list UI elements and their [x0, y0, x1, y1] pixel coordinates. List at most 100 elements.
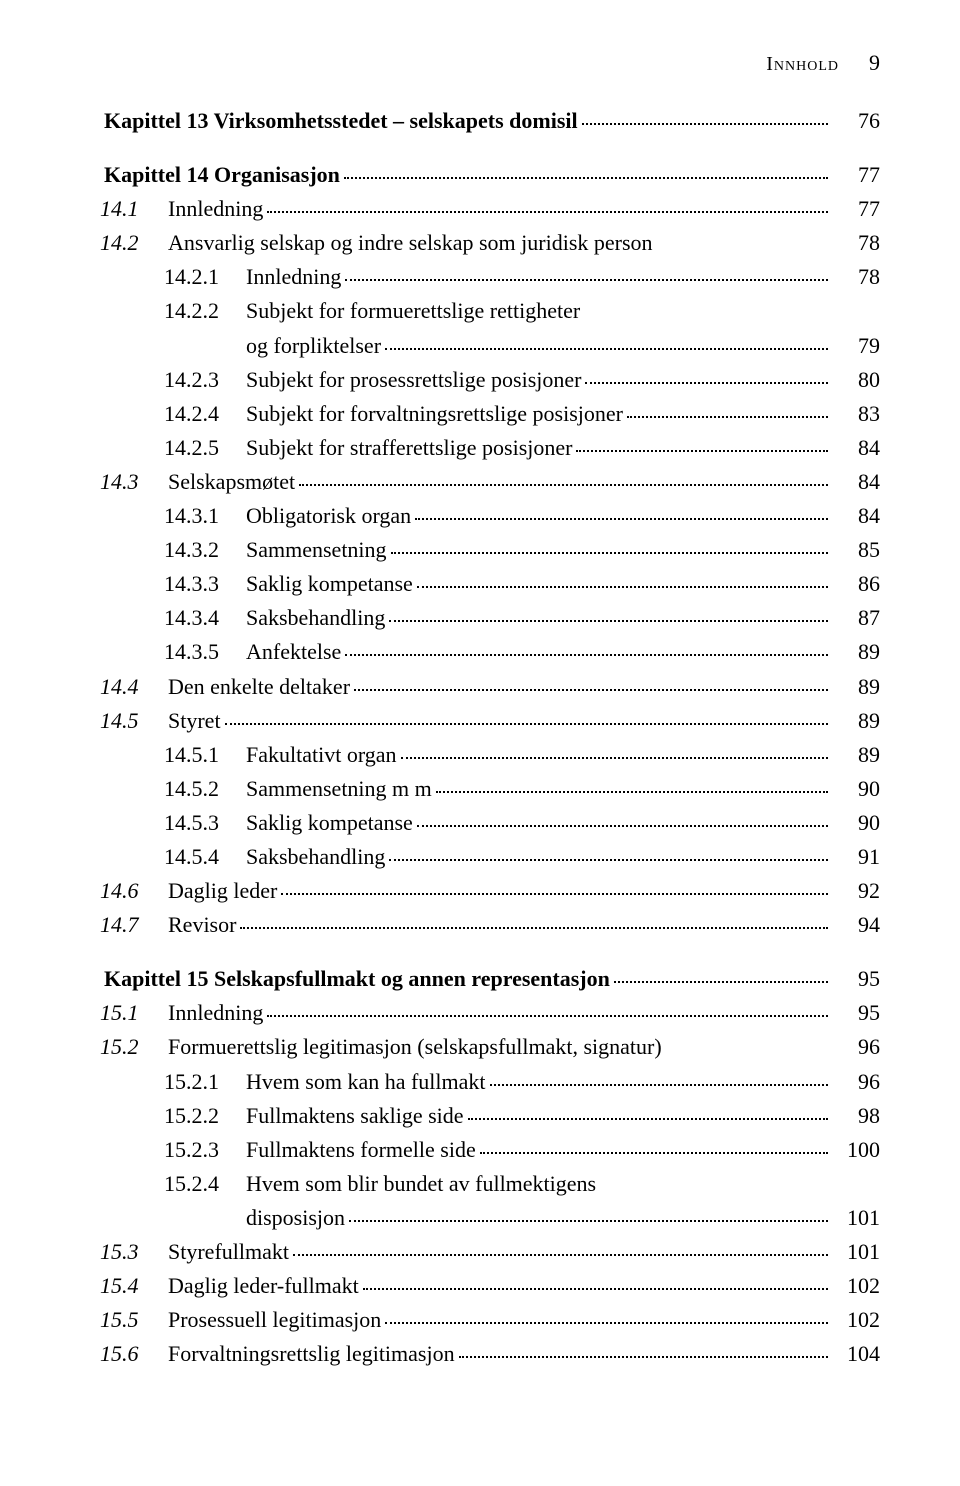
dot-leader	[614, 981, 828, 983]
toc-subsection-title: Fullmaktens formelle side	[242, 1133, 476, 1167]
toc-section-number: 14.4	[100, 670, 164, 704]
toc-subsection-number: 15.2.3	[164, 1133, 242, 1167]
dot-leader	[363, 1288, 828, 1290]
dot-leader	[490, 1084, 828, 1086]
toc-section-number: 15.4	[100, 1269, 164, 1303]
toc-container: Kapittel 13 Virksomhetsstedet – selskape…	[100, 104, 880, 1371]
dot-leader	[468, 1118, 828, 1120]
toc-page-number: 76	[832, 104, 880, 138]
dot-leader	[627, 416, 828, 418]
toc-subsection-number: 14.2.4	[164, 397, 242, 431]
dot-leader	[349, 1220, 828, 1222]
toc-subsection-number: 15.2.4	[164, 1167, 242, 1201]
toc-subsection-title: Fullmaktens saklige side	[242, 1099, 464, 1133]
toc-line: 14.5.3Saklig kompetanse90	[100, 806, 880, 840]
dot-leader	[417, 825, 828, 827]
toc-subsection-number: 14.2.1	[164, 260, 242, 294]
toc-page-number: 89	[832, 670, 880, 704]
dot-leader	[389, 859, 828, 861]
toc-subsection-title: Subjekt for strafferettslige posisjoner	[242, 431, 572, 465]
block-gap	[100, 138, 880, 158]
dot-leader	[240, 927, 828, 929]
dot-leader	[267, 1015, 828, 1017]
toc-section-number: 14.7	[100, 908, 164, 942]
toc-subsection-number: 14.2.5	[164, 431, 242, 465]
toc-line: 15.2.4Hvem som blir bundet av fullmektig…	[100, 1167, 880, 1201]
toc-subsection-title: Saklig kompetanse	[242, 806, 413, 840]
toc-section-title: Styret	[164, 704, 221, 738]
dot-leader	[417, 586, 828, 588]
toc-page-number: 102	[832, 1269, 880, 1303]
toc-page-number: 78	[832, 260, 880, 294]
dot-leader	[345, 279, 828, 281]
toc-page-number: 102	[832, 1303, 880, 1337]
toc-subsection-title: Subjekt for forvaltningsrettslige posisj…	[242, 397, 623, 431]
toc-subsection-title: Hvem som blir bundet av fullmektigens	[242, 1167, 596, 1201]
toc-subsection-number: 14.5.2	[164, 772, 242, 806]
toc-line: og forpliktelser79	[100, 329, 880, 363]
dot-leader	[281, 893, 828, 895]
dot-leader	[401, 757, 828, 759]
toc-page-number: 89	[832, 704, 880, 738]
toc-page-number: 104	[832, 1337, 880, 1371]
dot-leader	[391, 552, 828, 554]
toc-page-number: 78	[832, 226, 880, 260]
toc-page-number: 77	[832, 158, 880, 192]
toc-section-number: 15.5	[100, 1303, 164, 1337]
toc-section-title: Daglig leder-fullmakt	[164, 1269, 359, 1303]
toc-section-title: Den enkelte deltaker	[164, 670, 350, 704]
toc-section-number: 14.2	[100, 226, 164, 260]
dot-leader	[293, 1254, 828, 1256]
toc-page-number: 101	[832, 1201, 880, 1235]
toc-line: 15.4Daglig leder-fullmakt 102	[100, 1269, 880, 1303]
toc-line: 14.3.3Saklig kompetanse86	[100, 567, 880, 601]
toc-section-number: 14.1	[100, 192, 164, 226]
toc-line: 14.2.3Subjekt for prosessrettslige posis…	[100, 363, 880, 397]
block-gap	[100, 942, 880, 962]
toc-line: Kapittel 14 Organisasjon77	[100, 158, 880, 192]
toc-page-number: 100	[832, 1133, 880, 1167]
toc-line: 14.3.1Obligatorisk organ84	[100, 499, 880, 533]
dot-leader	[354, 689, 828, 691]
toc-subsection-title: Obligatorisk organ	[242, 499, 411, 533]
dot-leader	[480, 1152, 828, 1154]
toc-subsection-title: Innledning	[242, 260, 341, 294]
running-header: Innhold 9	[100, 50, 880, 76]
toc-line: 15.5Prosessuell legitimasjon 102	[100, 1303, 880, 1337]
toc-subsection-title: Saksbehandling	[242, 840, 385, 874]
toc-section-number: 15.3	[100, 1235, 164, 1269]
toc-section-number: 15.1	[100, 996, 164, 1030]
toc-subsection-number: 15.2.2	[164, 1099, 242, 1133]
toc-subsection-number: 14.2.3	[164, 363, 242, 397]
toc-page-number: 84	[832, 465, 880, 499]
toc-subsection-number: 14.3.1	[164, 499, 242, 533]
toc-page-number: 77	[832, 192, 880, 226]
toc-subsection-title: Hvem som kan ha fullmakt	[242, 1065, 486, 1099]
toc-page-number: 96	[832, 1065, 880, 1099]
toc-line: 14.2.1Innledning 78	[100, 260, 880, 294]
toc-section-title: Prosessuell legitimasjon	[164, 1303, 381, 1337]
toc-section-title: Forvaltningsrettslig legitimasjon	[164, 1337, 455, 1371]
toc-section-title: Daglig leder	[164, 874, 277, 908]
toc-line: disposisjon101	[100, 1201, 880, 1235]
header-page: 9	[869, 50, 880, 76]
toc-section-title: Selskapsmøtet	[164, 465, 295, 499]
toc-page-number: 79	[832, 329, 880, 363]
dot-leader	[436, 791, 828, 793]
dot-leader	[299, 484, 828, 486]
toc-subsection-number: 14.5.1	[164, 738, 242, 772]
toc-line: Kapittel 13 Virksomhetsstedet – selskape…	[100, 104, 880, 138]
toc-page-number: 90	[832, 806, 880, 840]
toc-line: 14.5.4Saksbehandling91	[100, 840, 880, 874]
toc-line: 14.5.2Sammensetning m m90	[100, 772, 880, 806]
toc-page-number: 85	[832, 533, 880, 567]
toc-section-number: 14.5	[100, 704, 164, 738]
toc-page-number: 91	[832, 840, 880, 874]
toc-chapter-title: Kapittel 15 Selskapsfullmakt og annen re…	[100, 962, 610, 996]
toc-line: 14.4Den enkelte deltaker 89	[100, 670, 880, 704]
toc-line: 15.2Formuerettslig legitimasjon (selskap…	[100, 1030, 880, 1064]
toc-page-number: 101	[832, 1235, 880, 1269]
header-label: Innhold	[766, 53, 839, 76]
dot-leader	[459, 1356, 828, 1358]
toc-subsection-number: 15.2.1	[164, 1065, 242, 1099]
